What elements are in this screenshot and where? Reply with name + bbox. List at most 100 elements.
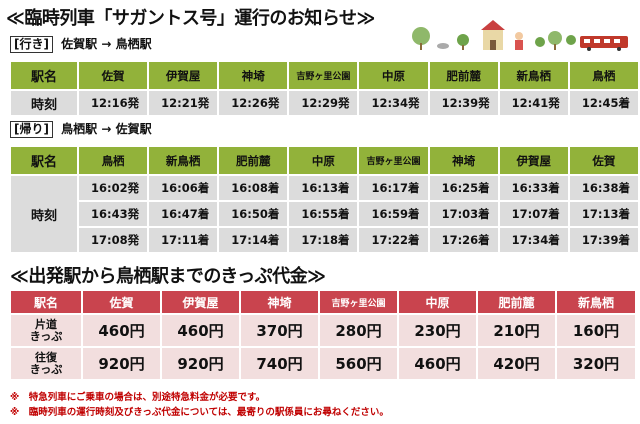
table-row: 17:08発 17:11着 17:14着 17:18着 17:22着 17:26… (11, 228, 638, 252)
fare-cell: 210円 (478, 315, 555, 346)
table-row: 往復 きっぷ 920円 920円 740円 560円 460円 420円 320円 (11, 348, 635, 379)
table-header-cell: 神埼 (219, 62, 288, 89)
time-cell: 16:55着 (289, 202, 358, 226)
table-header-cell: 吉野ヶ里公園 (320, 291, 397, 313)
time-cell: 16:13着 (289, 176, 358, 200)
table-header-row: 駅名 佐賀 伊賀屋 神埼 吉野ヶ里公園 中原 肥前麓 新鳥栖 鳥栖 (11, 62, 638, 89)
time-cell: 12:16発 (79, 91, 148, 115)
train-icon (580, 36, 628, 51)
time-cell: 12:29発 (289, 91, 358, 115)
time-cell: 17:39着 (569, 228, 638, 252)
outbound-direction-tag: [行き] (10, 36, 53, 53)
decorative-illustration (412, 20, 628, 51)
inbound-timetable: 駅名 鳥栖 新鳥栖 肥前麓 中原 吉野ヶ里公園 神埼 伊賀屋 佐賀 時刻 16:… (9, 145, 640, 254)
time-cell: 16:08着 (219, 176, 288, 200)
table-row: 時刻 12:16発 12:21発 12:26発 12:29発 12:34発 12… (11, 91, 638, 115)
fare-cell: 560円 (320, 348, 397, 379)
table-header-cell: 肥前麓 (478, 291, 555, 313)
tree-icon (457, 34, 469, 50)
row-label: 時刻 (11, 91, 78, 115)
time-cell: 16:59着 (359, 202, 428, 226)
animal-icon (437, 43, 449, 49)
row-label-line: きっぷ (29, 362, 63, 376)
tree-icon (548, 31, 562, 50)
fare-cell: 920円 (83, 348, 160, 379)
time-cell: 12:39発 (429, 91, 498, 115)
time-cell: 12:45着 (569, 91, 638, 115)
fare-cell: 460円 (162, 315, 239, 346)
table-header-cell: 鳥栖 (569, 62, 638, 89)
table-header-cell: 吉野ヶ里公園 (359, 147, 428, 174)
time-cell: 12:41発 (499, 91, 568, 115)
time-cell: 17:13着 (569, 202, 638, 226)
time-cell: 17:11着 (149, 228, 218, 252)
fare-cell: 920円 (162, 348, 239, 379)
table-header-cell: 神埼 (429, 147, 498, 174)
outbound-subtitle: [行き] 佐賀駅 → 鳥栖駅 (10, 35, 152, 53)
table-header-cell: 佐賀 (83, 291, 160, 313)
time-cell: 16:02発 (79, 176, 148, 200)
inbound-subtitle: [帰り] 鳥栖駅 → 佐賀駅 (10, 120, 152, 138)
time-cell: 12:21発 (149, 91, 218, 115)
table-row: 16:43発 16:47着 16:50着 16:55着 16:59着 17:03… (11, 202, 638, 226)
tree-icon (535, 37, 545, 47)
table-header-cell: 肥前麓 (429, 62, 498, 89)
fare-cell: 460円 (83, 315, 160, 346)
time-cell: 17:08発 (79, 228, 148, 252)
table-header-cell: 伊賀屋 (162, 291, 239, 313)
fare-cell: 280円 (320, 315, 397, 346)
table-row: 時刻 16:02発 16:06着 16:08着 16:13着 16:17着 16… (11, 176, 638, 252)
fare-cell: 370円 (241, 315, 318, 346)
outbound-timetable: 駅名 佐賀 伊賀屋 神埼 吉野ヶ里公園 中原 肥前麓 新鳥栖 鳥栖 時刻 12:… (9, 60, 640, 117)
page-title: ≪臨時列車「サガントス号」運行のお知らせ≫ (6, 8, 375, 29)
table-header-cell: 新鳥栖 (557, 291, 635, 313)
time-cell: 12:34発 (359, 91, 428, 115)
table-header-cell: 伊賀屋 (149, 62, 218, 89)
table-row: 片道 きっぷ 460円 460円 370円 280円 230円 210円 160円 (11, 315, 635, 346)
time-cell: 16:38着 (569, 176, 638, 200)
note-inquiry: ※ 臨時列車の運行時刻及びきっぷ代金については、最寄りの駅係員にお尋ねください。 (10, 407, 389, 418)
time-cell: 17:26着 (429, 228, 498, 252)
time-cell: 17:07着 (499, 202, 568, 226)
time-cell: 16:06着 (149, 176, 218, 200)
time-cell: 17:18着 (289, 228, 358, 252)
time-cell: 16:25着 (429, 176, 498, 200)
fare-cell: 740円 (241, 348, 318, 379)
table-header-row: 駅名 佐賀 伊賀屋 神埼 吉野ヶ里公園 中原 肥前麓 新鳥栖 (11, 291, 635, 313)
time-cell: 16:33着 (499, 176, 568, 200)
time-cell: 17:03着 (429, 202, 498, 226)
inbound-direction-tag: [帰り] (10, 121, 53, 138)
fare-cell: 320円 (557, 348, 635, 379)
table-header-cell: 中原 (289, 147, 358, 174)
tree-icon (412, 27, 430, 50)
table-header-cell: 中原 (399, 291, 476, 313)
castle-icon (481, 20, 505, 50)
table-header-cell: 伊賀屋 (499, 147, 568, 174)
fare-cell: 160円 (557, 315, 635, 346)
table-header-cell: 佐賀 (79, 62, 148, 89)
table-header-cell: 新鳥栖 (499, 62, 568, 89)
table-header-cell: 中原 (359, 62, 428, 89)
row-label-line: 片道 (35, 317, 57, 331)
outbound-route: 佐賀駅 → 鳥栖駅 (61, 37, 152, 51)
table-header-cell: 駅名 (11, 291, 81, 313)
row-label-line: 往復 (35, 350, 57, 364)
table-header-row: 駅名 鳥栖 新鳥栖 肥前麓 中原 吉野ヶ里公園 神埼 伊賀屋 佐賀 (11, 147, 638, 174)
table-header-cell: 吉野ヶ里公園 (289, 62, 358, 89)
time-cell: 12:26発 (219, 91, 288, 115)
table-header-cell: 神埼 (241, 291, 318, 313)
row-label: 片道 きっぷ (11, 315, 81, 346)
row-label: 往復 きっぷ (11, 348, 81, 379)
fare-table: 駅名 佐賀 伊賀屋 神埼 吉野ヶ里公園 中原 肥前麓 新鳥栖 片道 きっぷ 460… (9, 289, 637, 381)
tree-icon (566, 35, 576, 45)
fare-cell: 420円 (478, 348, 555, 379)
table-header-cell: 鳥栖 (79, 147, 148, 174)
person-icon (515, 32, 523, 50)
table-header-cell: 新鳥栖 (149, 147, 218, 174)
time-cell: 17:14着 (219, 228, 288, 252)
table-header-cell: 佐賀 (569, 147, 638, 174)
time-cell: 16:43発 (79, 202, 148, 226)
fare-cell: 230円 (399, 315, 476, 346)
row-label: 時刻 (11, 176, 78, 252)
table-header-cell: 駅名 (11, 147, 78, 174)
